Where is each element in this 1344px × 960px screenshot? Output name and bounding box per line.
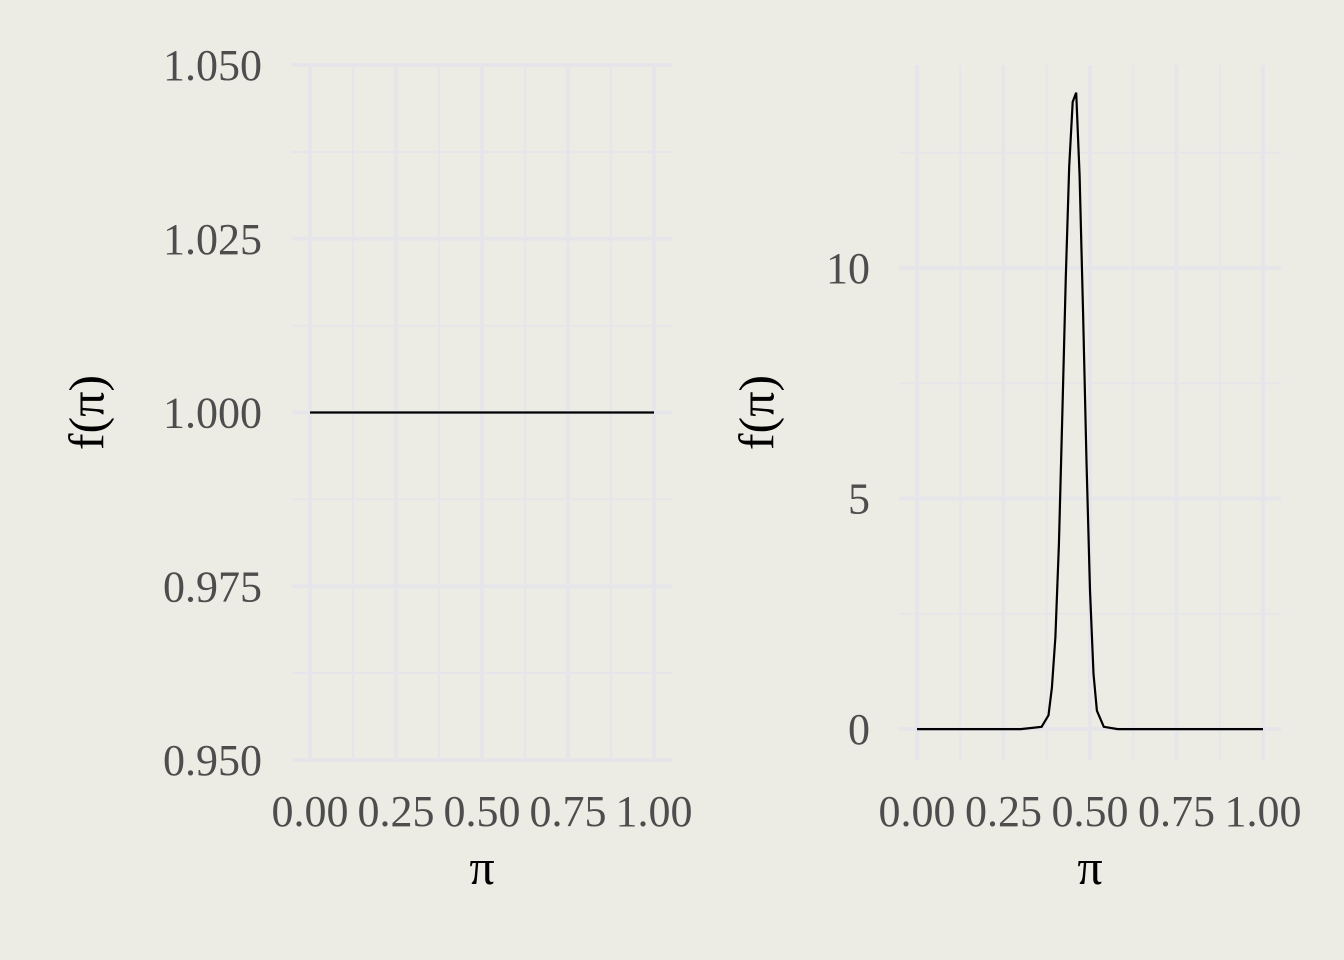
right-panel: 0 5 10 0.00 0.25 0.50 0.75 1.00 π f(π) xyxy=(728,65,1302,895)
y-tick-label: 0.975 xyxy=(163,562,262,611)
x-tick-label: 0.50 xyxy=(1052,787,1129,836)
x-axis-title: π xyxy=(469,839,494,895)
x-tick-label: 1.00 xyxy=(1225,787,1302,836)
x-tick-label: 0.00 xyxy=(879,787,956,836)
x-tick-label: 1.00 xyxy=(616,787,693,836)
x-tick-label: 0.00 xyxy=(272,787,349,836)
x-tick-label: 0.50 xyxy=(444,787,521,836)
y-tick-label: 1.025 xyxy=(163,215,262,264)
left-panel: 0.950 0.975 1.000 1.025 1.050 0.00 0.25 0.50 0.7… xyxy=(58,41,692,895)
y-axis-title: f(π) xyxy=(58,375,114,450)
y-tick-label: 0 xyxy=(848,705,870,754)
y-axis-title: f(π) xyxy=(728,375,784,450)
grid xyxy=(899,65,1281,760)
x-axis-title: π xyxy=(1077,839,1102,895)
y-tick-label: 5 xyxy=(848,475,870,524)
y-tick-label: 1.050 xyxy=(163,41,262,90)
y-tick-label: 10 xyxy=(826,244,870,293)
y-tick-label: 1.000 xyxy=(163,389,262,438)
y-tick-label: 0.950 xyxy=(163,736,262,785)
x-tick-label: 0.25 xyxy=(358,787,435,836)
x-tick-label: 0.25 xyxy=(965,787,1042,836)
x-tick-label: 0.75 xyxy=(530,787,607,836)
density-line xyxy=(917,92,1263,731)
x-tick-label: 0.75 xyxy=(1138,787,1215,836)
